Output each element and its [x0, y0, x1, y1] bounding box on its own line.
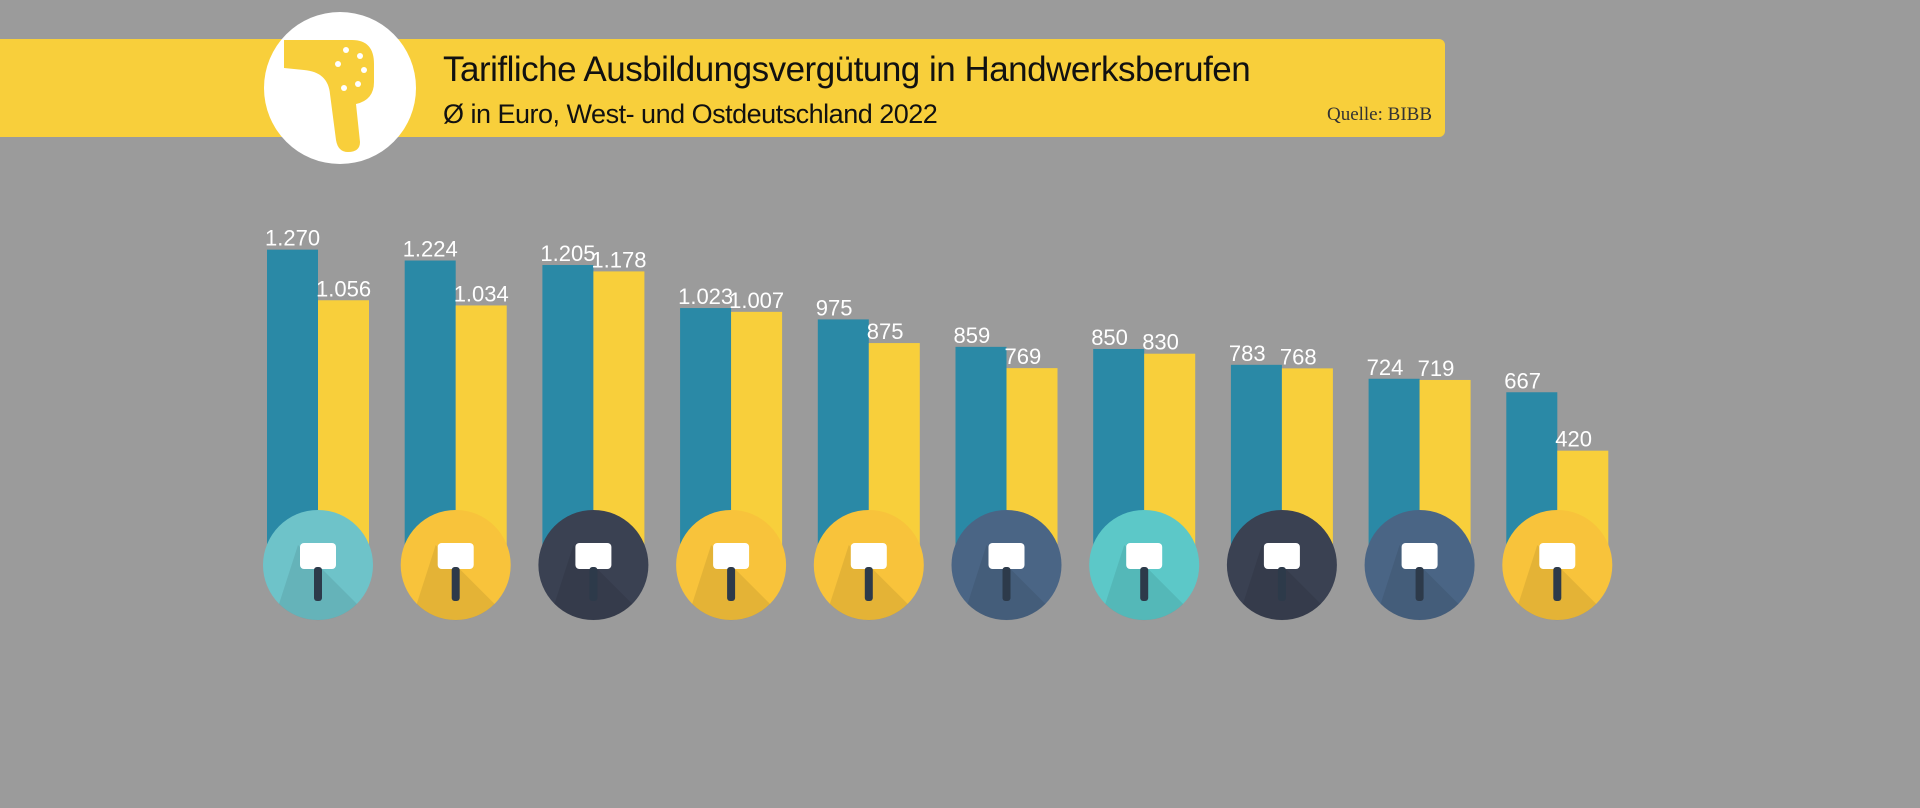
scissors-icon: [1502, 510, 1613, 621]
data-label: 1.007: [729, 288, 784, 313]
hammer-screwdriver-icon: [951, 510, 1062, 621]
bar-west: [542, 265, 594, 550]
hairdryer-icon: [284, 40, 374, 152]
chart-title: Tarifliche Ausbildungsvergütung in Handw…: [443, 50, 1251, 89]
chart-subtitle: Ø in Euro, West- und Ostdeutschland 2022: [443, 99, 938, 129]
data-label: 850: [1091, 325, 1128, 350]
data-label: 1.270: [265, 226, 320, 251]
data-label: 1.034: [454, 281, 509, 306]
paint-roller-icon: [1089, 510, 1200, 621]
bar-east: [455, 305, 507, 550]
data-label: 859: [954, 323, 991, 348]
bar-east: [318, 300, 369, 550]
bar-east: [593, 271, 645, 550]
data-label: 875: [867, 319, 904, 344]
data-label: 719: [1418, 356, 1455, 381]
bricks-icon: [400, 510, 511, 621]
waste-disposal-icon: [676, 510, 787, 621]
house-ladder-icon: [538, 510, 649, 621]
data-label: 724: [1367, 355, 1404, 380]
hammer-icon: [263, 510, 373, 621]
data-label: 768: [1280, 344, 1317, 369]
logo: [264, 12, 416, 164]
data-label: 667: [1504, 368, 1541, 393]
bar-west: [404, 260, 456, 550]
data-label: 830: [1142, 330, 1179, 355]
bar-east: [731, 311, 783, 550]
data-label: 975: [816, 295, 853, 320]
bar-west: [680, 308, 732, 550]
bar-west: [267, 249, 318, 550]
data-label: 769: [1005, 344, 1042, 369]
data-label: 1.205: [540, 241, 595, 266]
source-label: Quelle: BIBB: [1326, 104, 1432, 125]
cupcake-icon: [1226, 510, 1337, 621]
data-label: 1.056: [316, 276, 371, 301]
data-label: 1.023: [678, 284, 733, 309]
title-banner: [0, 39, 1445, 137]
car-repair-icon: [813, 510, 924, 621]
data-label: 783: [1229, 341, 1266, 366]
data-label: 1.224: [403, 237, 458, 262]
chimney-sweep-icon: [1364, 510, 1475, 621]
data-label: 1.178: [591, 247, 646, 272]
data-label: 420: [1555, 427, 1592, 452]
